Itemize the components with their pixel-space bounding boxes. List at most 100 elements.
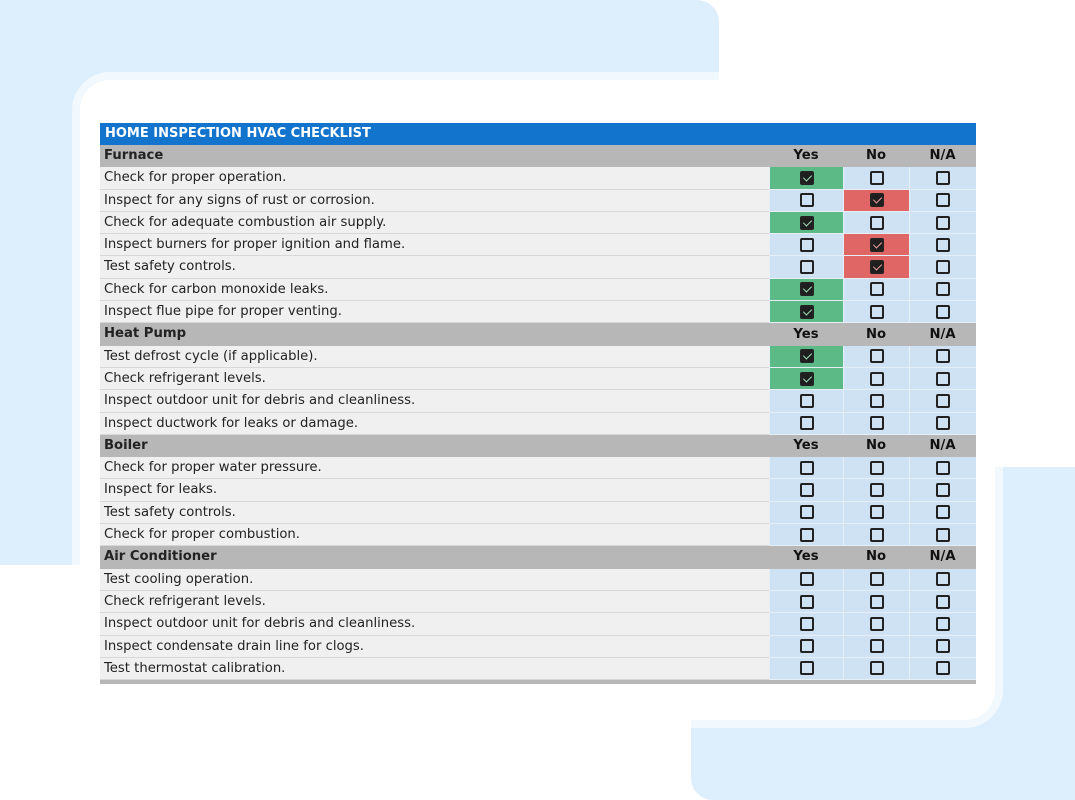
cell-no bbox=[843, 345, 909, 368]
cell-yes bbox=[769, 501, 843, 525]
checkbox[interactable] bbox=[869, 594, 884, 609]
checkbox[interactable] bbox=[936, 393, 950, 408]
column-header: Yes bbox=[769, 145, 843, 168]
checkbox[interactable] bbox=[936, 304, 950, 319]
checkbox[interactable] bbox=[936, 460, 950, 475]
checkbox[interactable] bbox=[799, 304, 814, 319]
checkbox[interactable] bbox=[936, 349, 950, 364]
checkbox[interactable] bbox=[869, 505, 884, 520]
checkbox[interactable] bbox=[869, 661, 884, 676]
column-header: Yes bbox=[769, 546, 843, 569]
checkbox[interactable] bbox=[869, 616, 884, 631]
cell-na bbox=[909, 613, 976, 636]
cell-na bbox=[909, 301, 976, 324]
checkbox[interactable] bbox=[936, 616, 950, 631]
checkbox[interactable] bbox=[799, 505, 814, 520]
checkbox[interactable] bbox=[799, 170, 814, 185]
checkbox[interactable] bbox=[936, 282, 950, 297]
checkbox[interactable] bbox=[869, 260, 884, 275]
cell-yes bbox=[769, 189, 843, 212]
checkbox[interactable] bbox=[869, 282, 884, 297]
checkbox[interactable] bbox=[936, 483, 950, 498]
checkbox[interactable] bbox=[936, 505, 950, 520]
checklist-row: Check for carbon monoxide leaks. bbox=[100, 278, 976, 302]
cell-no bbox=[843, 167, 909, 190]
checkbox[interactable] bbox=[799, 483, 814, 498]
item-label: Test safety controls. bbox=[100, 256, 769, 279]
cell-na bbox=[909, 234, 976, 257]
checkbox[interactable] bbox=[936, 237, 950, 252]
checkbox[interactable] bbox=[936, 170, 950, 185]
checklist-row: Test cooling operation. bbox=[100, 568, 976, 591]
checkbox[interactable] bbox=[799, 639, 814, 654]
checklist-row: Test safety controls. bbox=[100, 256, 976, 279]
checkbox[interactable] bbox=[936, 639, 950, 654]
checkbox[interactable] bbox=[799, 371, 814, 386]
checklist-row: Inspect outdoor unit for debris and clea… bbox=[100, 613, 976, 636]
checkbox[interactable] bbox=[799, 215, 814, 230]
checkbox[interactable] bbox=[799, 572, 814, 587]
checkbox[interactable] bbox=[869, 639, 884, 654]
checkbox[interactable] bbox=[799, 260, 814, 275]
checkbox[interactable] bbox=[869, 572, 884, 587]
checkbox[interactable] bbox=[869, 460, 884, 475]
checkbox[interactable] bbox=[936, 371, 950, 386]
checkbox[interactable] bbox=[869, 304, 884, 319]
cell-na bbox=[909, 635, 976, 658]
section-title: Air Conditioner bbox=[100, 546, 769, 569]
checkbox[interactable] bbox=[936, 193, 950, 208]
checkbox[interactable] bbox=[869, 393, 884, 408]
item-label: Inspect for any signs of rust or corrosi… bbox=[100, 189, 769, 212]
checkbox[interactable] bbox=[869, 349, 884, 364]
cell-na bbox=[909, 367, 976, 391]
cell-yes bbox=[769, 657, 843, 681]
item-label: Inspect outdoor unit for debris and clea… bbox=[100, 613, 769, 636]
checkbox[interactable] bbox=[936, 661, 950, 676]
cell-no bbox=[843, 234, 909, 257]
checkbox[interactable] bbox=[869, 193, 884, 208]
cell-yes bbox=[769, 367, 843, 391]
checkbox[interactable] bbox=[799, 416, 814, 431]
checkbox[interactable] bbox=[869, 170, 884, 185]
checkbox[interactable] bbox=[799, 594, 814, 609]
checkbox[interactable] bbox=[936, 572, 950, 587]
cell-yes bbox=[769, 345, 843, 368]
checklist-row: Check for adequate combustion air supply… bbox=[100, 211, 976, 235]
section-title: Heat Pump bbox=[100, 323, 769, 346]
checkbox[interactable] bbox=[799, 460, 814, 475]
checkbox[interactable] bbox=[869, 237, 884, 252]
cell-no bbox=[843, 479, 909, 502]
checkbox[interactable] bbox=[799, 616, 814, 631]
cell-na bbox=[909, 590, 976, 614]
checkbox[interactable] bbox=[936, 527, 950, 542]
item-label: Test cooling operation. bbox=[100, 568, 769, 591]
cell-na bbox=[909, 390, 976, 413]
checkbox[interactable] bbox=[936, 594, 950, 609]
checkbox[interactable] bbox=[799, 193, 814, 208]
item-label: Check refrigerant levels. bbox=[100, 367, 769, 391]
checkbox[interactable] bbox=[799, 237, 814, 252]
checkbox[interactable] bbox=[869, 416, 884, 431]
checkbox[interactable] bbox=[936, 260, 950, 275]
cell-yes bbox=[769, 568, 843, 591]
section-header: Air Conditioner Yes No N/A bbox=[100, 546, 976, 569]
cell-no bbox=[843, 657, 909, 681]
checklist-row: Test safety controls. bbox=[100, 501, 976, 525]
checkbox[interactable] bbox=[936, 215, 950, 230]
cell-no bbox=[843, 501, 909, 525]
checkbox[interactable] bbox=[799, 661, 814, 676]
column-header: No bbox=[843, 546, 909, 569]
checkbox[interactable] bbox=[799, 349, 814, 364]
item-label: Check for proper operation. bbox=[100, 167, 769, 190]
checkbox[interactable] bbox=[869, 527, 884, 542]
checkbox[interactable] bbox=[869, 215, 884, 230]
checkbox[interactable] bbox=[869, 483, 884, 498]
checkbox[interactable] bbox=[799, 393, 814, 408]
checkbox[interactable] bbox=[869, 371, 884, 386]
item-label: Test defrost cycle (if applicable). bbox=[100, 345, 769, 368]
checkbox[interactable] bbox=[799, 527, 814, 542]
checkbox[interactable] bbox=[936, 416, 950, 431]
cell-yes bbox=[769, 234, 843, 257]
checkbox[interactable] bbox=[799, 282, 814, 297]
section-title: Boiler bbox=[100, 434, 769, 458]
